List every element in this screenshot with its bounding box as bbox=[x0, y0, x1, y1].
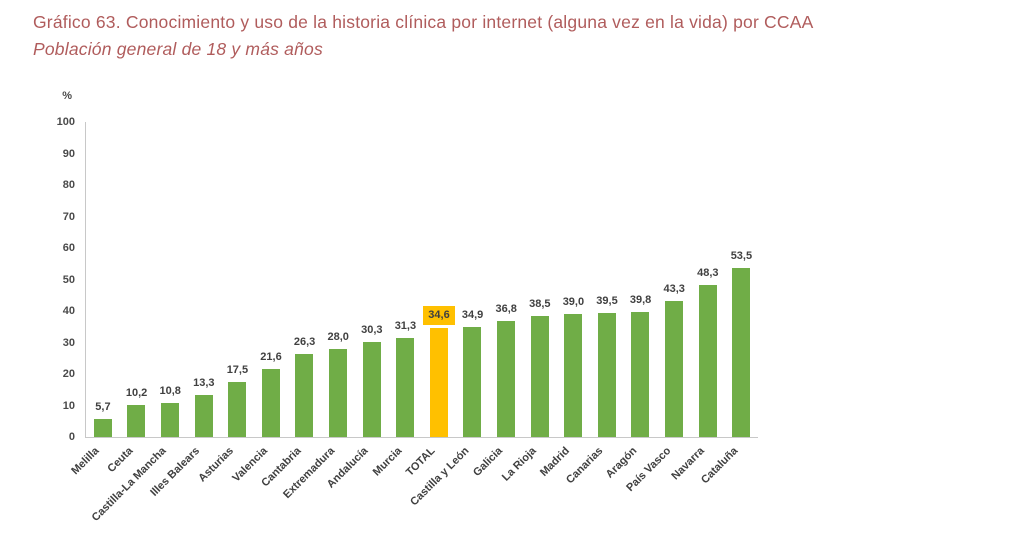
bar-navarra bbox=[698, 284, 717, 437]
bar-extremadura bbox=[329, 348, 347, 437]
bar-la-rioja bbox=[530, 315, 549, 437]
bar-value-galicia: 36,8 bbox=[495, 303, 517, 316]
bar-value-valencia: 21,6 bbox=[260, 350, 282, 363]
bar-galicia bbox=[497, 321, 515, 437]
bar-value-total: 34,6 bbox=[423, 306, 455, 326]
x-label-asturias: Asturias bbox=[196, 444, 237, 485]
bar-value-la-rioja: 38,5 bbox=[529, 297, 551, 310]
bar-value-illes-balears: 13,3 bbox=[193, 377, 215, 390]
y-tick-100: 100 bbox=[56, 116, 75, 128]
y-axis-unit-label: % bbox=[62, 90, 72, 102]
y-tick-30: 30 bbox=[62, 336, 75, 349]
bar-value-pais-vasco: 43,3 bbox=[663, 282, 685, 295]
y-tick-0: 0 bbox=[68, 431, 75, 443]
bar-value-cantabria: 26,3 bbox=[293, 336, 316, 349]
bar-value-castilla-la-mancha: 10,8 bbox=[159, 384, 181, 397]
bar-value-castilla-y-leon: 34,9 bbox=[461, 309, 484, 322]
y-axis-ticks: 0 10 20 30 40 50 60 70 80 90 100 bbox=[35, 116, 75, 443]
chart-title: Gráfico 63. Conocimiento y uso de la his… bbox=[33, 12, 814, 32]
bar-aragon bbox=[631, 311, 650, 437]
bar-value-canarias: 39,5 bbox=[596, 294, 618, 307]
bar-pais-vasco bbox=[665, 300, 683, 437]
y-tick-10: 10 bbox=[62, 399, 75, 412]
x-label-melilla: Melilla bbox=[69, 444, 102, 478]
bar-value-andalucia: 30,3 bbox=[361, 323, 383, 336]
bar-value-asturias: 17,5 bbox=[226, 363, 249, 376]
chart-header: Gráfico 63. Conocimiento y uso de la his… bbox=[33, 12, 1008, 60]
bar-ceuta bbox=[127, 404, 146, 437]
bar-canarias bbox=[597, 312, 616, 437]
bar-value-extremadura: 28,0 bbox=[327, 330, 349, 343]
bar-value-ceuta: 10,2 bbox=[125, 386, 148, 399]
y-tick-40: 40 bbox=[62, 305, 75, 317]
bar-value-cataluna: 53,5 bbox=[730, 250, 753, 263]
bar-total bbox=[429, 328, 448, 437]
y-tick-80: 80 bbox=[62, 179, 75, 191]
bar-value-melilla: 5,7 bbox=[95, 401, 111, 414]
y-tick-20: 20 bbox=[62, 368, 75, 380]
x-label-ceuta: Ceuta bbox=[105, 444, 136, 476]
bar-cantabria bbox=[295, 354, 314, 437]
bar-melilla bbox=[93, 419, 112, 437]
x-label-murcia: Murcia bbox=[370, 444, 405, 479]
x-axis-labels: Melilla Ceuta Castilla-La Mancha Illes Bale… bbox=[69, 438, 757, 544]
bar-andalucia bbox=[362, 341, 381, 437]
y-tick-90: 90 bbox=[62, 147, 75, 160]
bar-value-madrid: 39,0 bbox=[562, 296, 585, 309]
bar-illes-balears bbox=[194, 395, 213, 437]
bar-value-murcia: 31,3 bbox=[394, 320, 417, 333]
bar-cataluna bbox=[732, 268, 751, 437]
bar-castilla-y-leon bbox=[463, 327, 482, 437]
y-tick-60: 60 bbox=[62, 242, 75, 254]
plot-area: 5,7 10,2 10,8 13,3 17,5 21,6 26,3 28,0 30,3 31,3 3… bbox=[85, 122, 758, 438]
bar-madrid bbox=[564, 314, 583, 437]
y-tick-50: 50 bbox=[62, 273, 75, 286]
y-tick-70: 70 bbox=[62, 210, 75, 223]
bar-valencia bbox=[261, 368, 280, 437]
bar-castilla-la-mancha bbox=[161, 402, 179, 437]
x-label-la-rioja: La Rioja bbox=[499, 444, 539, 484]
bar-value-aragon: 39,8 bbox=[629, 293, 652, 306]
bar-value-navarra: 48,3 bbox=[697, 266, 719, 279]
bar-asturias bbox=[228, 381, 247, 437]
bar-murcia bbox=[396, 338, 415, 437]
chart-subtitle: Población general de 18 y más años bbox=[33, 39, 323, 59]
